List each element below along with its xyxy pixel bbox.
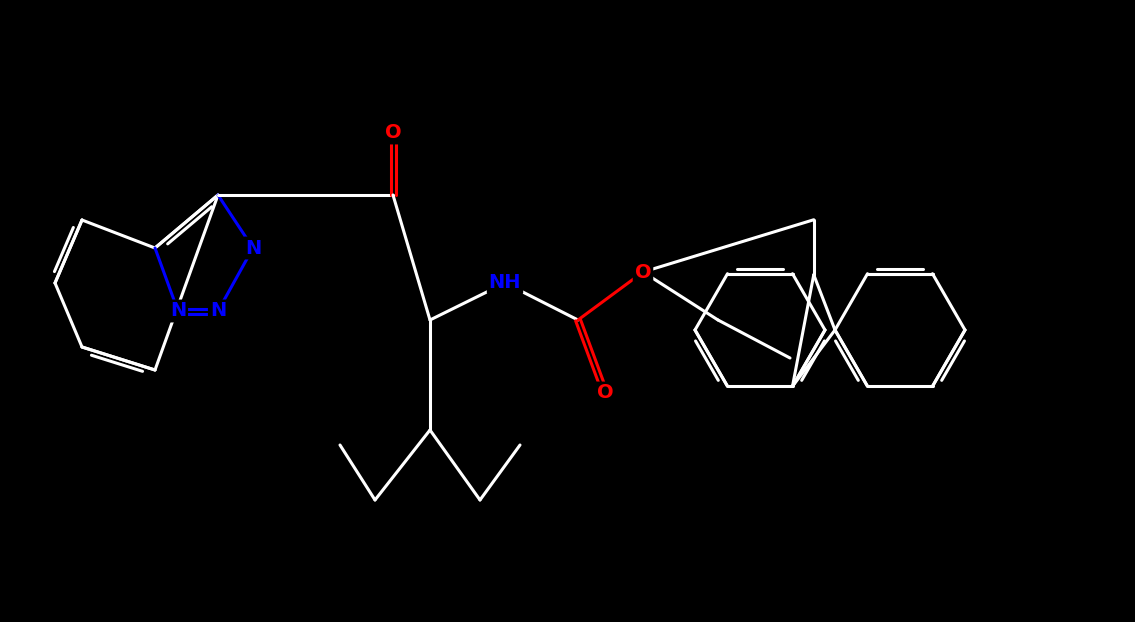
Text: O: O [634, 262, 651, 282]
Text: N: N [170, 302, 186, 320]
Text: O: O [385, 124, 402, 142]
Text: NH: NH [489, 274, 521, 292]
Text: N: N [210, 302, 226, 320]
Text: N: N [245, 238, 261, 258]
Text: O: O [597, 384, 613, 402]
